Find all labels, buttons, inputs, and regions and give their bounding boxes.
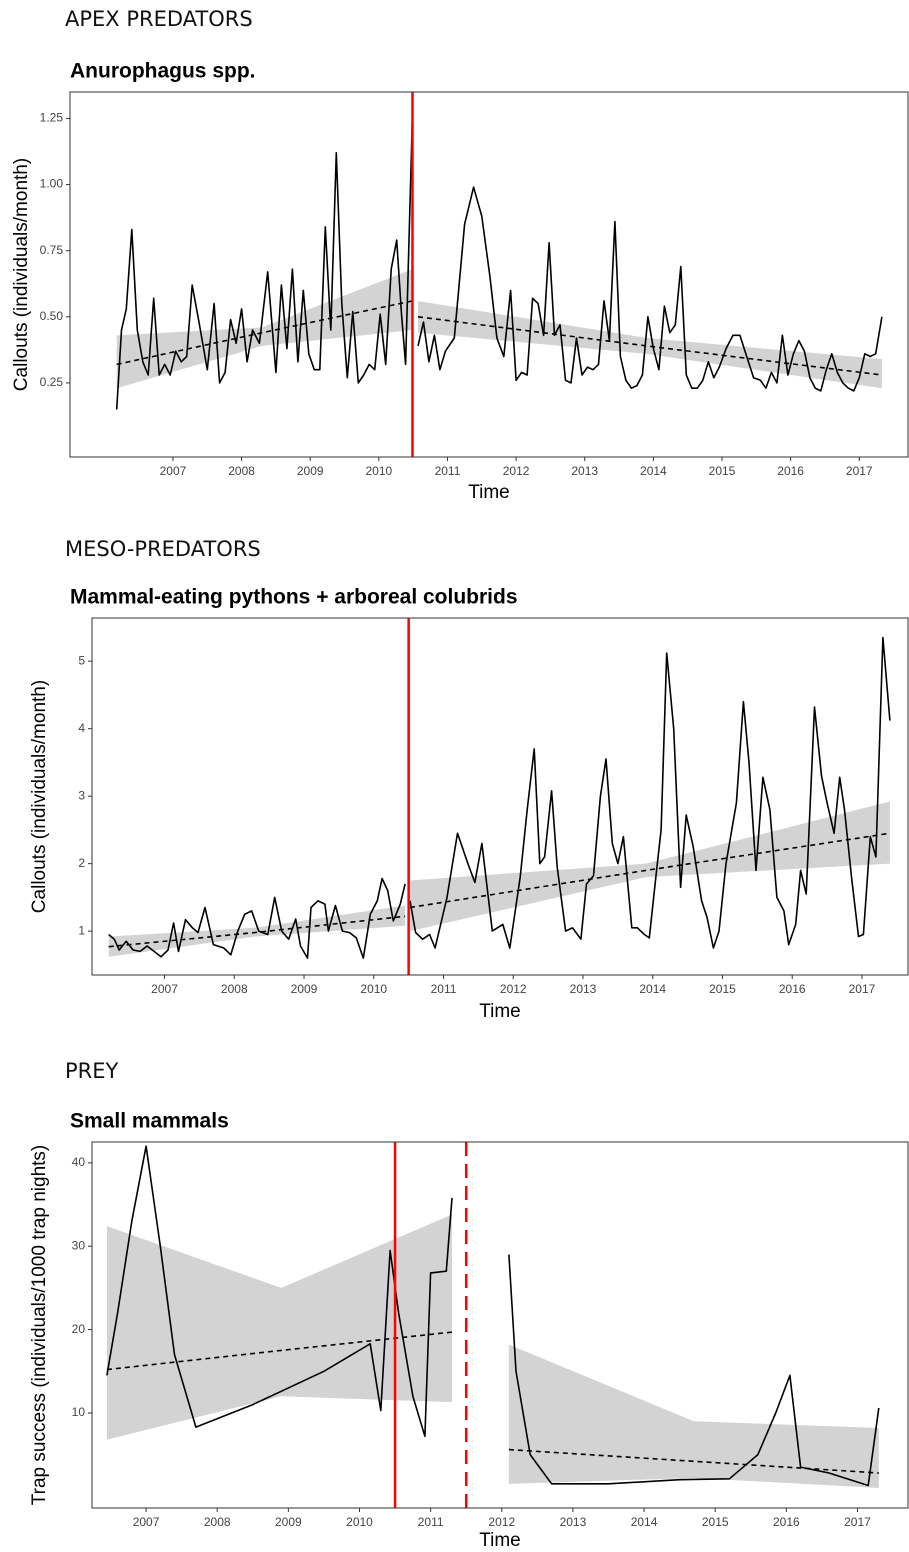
x-tick-label: 2017 bbox=[849, 982, 876, 996]
x-tick-label: 2011 bbox=[431, 982, 457, 996]
confidence-band bbox=[410, 801, 890, 932]
x-tick-label: 2016 bbox=[777, 464, 804, 478]
chart-title: Small mammals bbox=[70, 1110, 229, 1133]
data-line bbox=[409, 636, 891, 949]
x-tick-label: 2011 bbox=[435, 464, 461, 478]
y-tick-label: 0.25 bbox=[40, 375, 64, 389]
chart-title: Anurophagus spp. bbox=[70, 60, 256, 83]
trend-line bbox=[417, 316, 882, 376]
chart-heading: PREY bbox=[65, 1059, 119, 1083]
x-tick-label: 2012 bbox=[500, 982, 527, 996]
data-line bbox=[108, 877, 406, 959]
y-tick-label: 5 bbox=[78, 653, 85, 667]
x-tick-label: 2015 bbox=[709, 464, 736, 478]
confidence-band bbox=[108, 905, 406, 957]
trend-line bbox=[108, 915, 406, 948]
trend-line bbox=[116, 300, 413, 366]
x-tick-label: 2011 bbox=[418, 1515, 444, 1529]
x-tick-label: 2013 bbox=[571, 464, 598, 478]
x-tick-label: 2009 bbox=[275, 1515, 302, 1529]
y-tick-label: 0.75 bbox=[40, 243, 64, 257]
trend-line bbox=[508, 1448, 879, 1474]
y-tick-label: 3 bbox=[78, 788, 85, 802]
x-tick-label: 2013 bbox=[560, 1515, 587, 1529]
x-tick-label: 2014 bbox=[640, 464, 667, 478]
y-tick-label: 30 bbox=[72, 1238, 86, 1252]
confidence-band bbox=[417, 300, 882, 389]
data-line bbox=[508, 1254, 880, 1487]
y-tick-label: 1 bbox=[78, 923, 85, 937]
y-tick-label: 4 bbox=[78, 721, 85, 735]
x-tick-label: 2017 bbox=[844, 1515, 871, 1529]
y-tick-label: 1.25 bbox=[40, 111, 64, 125]
data-line bbox=[115, 113, 414, 410]
plot-frame bbox=[91, 1141, 909, 1509]
x-tick-label: 2007 bbox=[160, 464, 187, 478]
x-tick-label: 2015 bbox=[709, 982, 736, 996]
y-tick-label: 10 bbox=[72, 1405, 86, 1419]
x-tick-label: 2007 bbox=[133, 1515, 160, 1529]
y-axis-label: Callouts (individuals/month) bbox=[11, 158, 32, 391]
x-tick-label: 2008 bbox=[228, 464, 255, 478]
x-tick-label: 2014 bbox=[639, 982, 666, 996]
y-axis-label: Trap success (individuals/1000 trap nigh… bbox=[29, 1145, 50, 1505]
data-line bbox=[106, 1145, 453, 1438]
x-tick-label: 2014 bbox=[631, 1515, 658, 1529]
x-tick-label: 2009 bbox=[297, 464, 324, 478]
y-axis-label: Callouts (individuals/month) bbox=[29, 680, 50, 913]
x-tick-label: 2010 bbox=[360, 982, 387, 996]
y-tick-label: 20 bbox=[72, 1322, 86, 1336]
x-tick-label: 2007 bbox=[151, 982, 178, 996]
x-tick-label: 2010 bbox=[346, 1515, 373, 1529]
x-axis-label: Time bbox=[479, 1001, 521, 1022]
x-tick-label: 2017 bbox=[846, 464, 873, 478]
x-tick-label: 2008 bbox=[221, 982, 248, 996]
x-tick-label: 2008 bbox=[204, 1515, 231, 1529]
x-axis-label: Time bbox=[468, 482, 510, 503]
y-tick-label: 0.50 bbox=[40, 309, 64, 323]
x-tick-label: 2010 bbox=[365, 464, 392, 478]
chart-heading: APEX PREDATORS bbox=[65, 7, 253, 31]
chart-title: Mammal-eating pythons + arboreal colubri… bbox=[70, 586, 518, 609]
x-tick-label: 2015 bbox=[702, 1515, 729, 1529]
trend-line bbox=[409, 832, 891, 909]
confidence-band bbox=[116, 269, 413, 389]
data-line bbox=[417, 186, 883, 392]
y-tick-label: 1.00 bbox=[40, 177, 64, 191]
confidence-band bbox=[508, 1344, 879, 1488]
y-tick-label: 2 bbox=[78, 856, 85, 870]
x-tick-label: 2016 bbox=[779, 982, 806, 996]
plot-frame bbox=[69, 91, 909, 458]
confidence-band bbox=[106, 1214, 452, 1440]
x-tick-label: 2012 bbox=[488, 1515, 515, 1529]
x-tick-label: 2009 bbox=[291, 982, 318, 996]
y-tick-label: 40 bbox=[72, 1155, 86, 1169]
x-axis-label: Time bbox=[479, 1530, 521, 1551]
x-tick-label: 2013 bbox=[570, 982, 597, 996]
x-tick-label: 2016 bbox=[773, 1515, 800, 1529]
x-tick-label: 2012 bbox=[503, 464, 530, 478]
chart-heading: MESO-PREDATORS bbox=[65, 537, 261, 561]
